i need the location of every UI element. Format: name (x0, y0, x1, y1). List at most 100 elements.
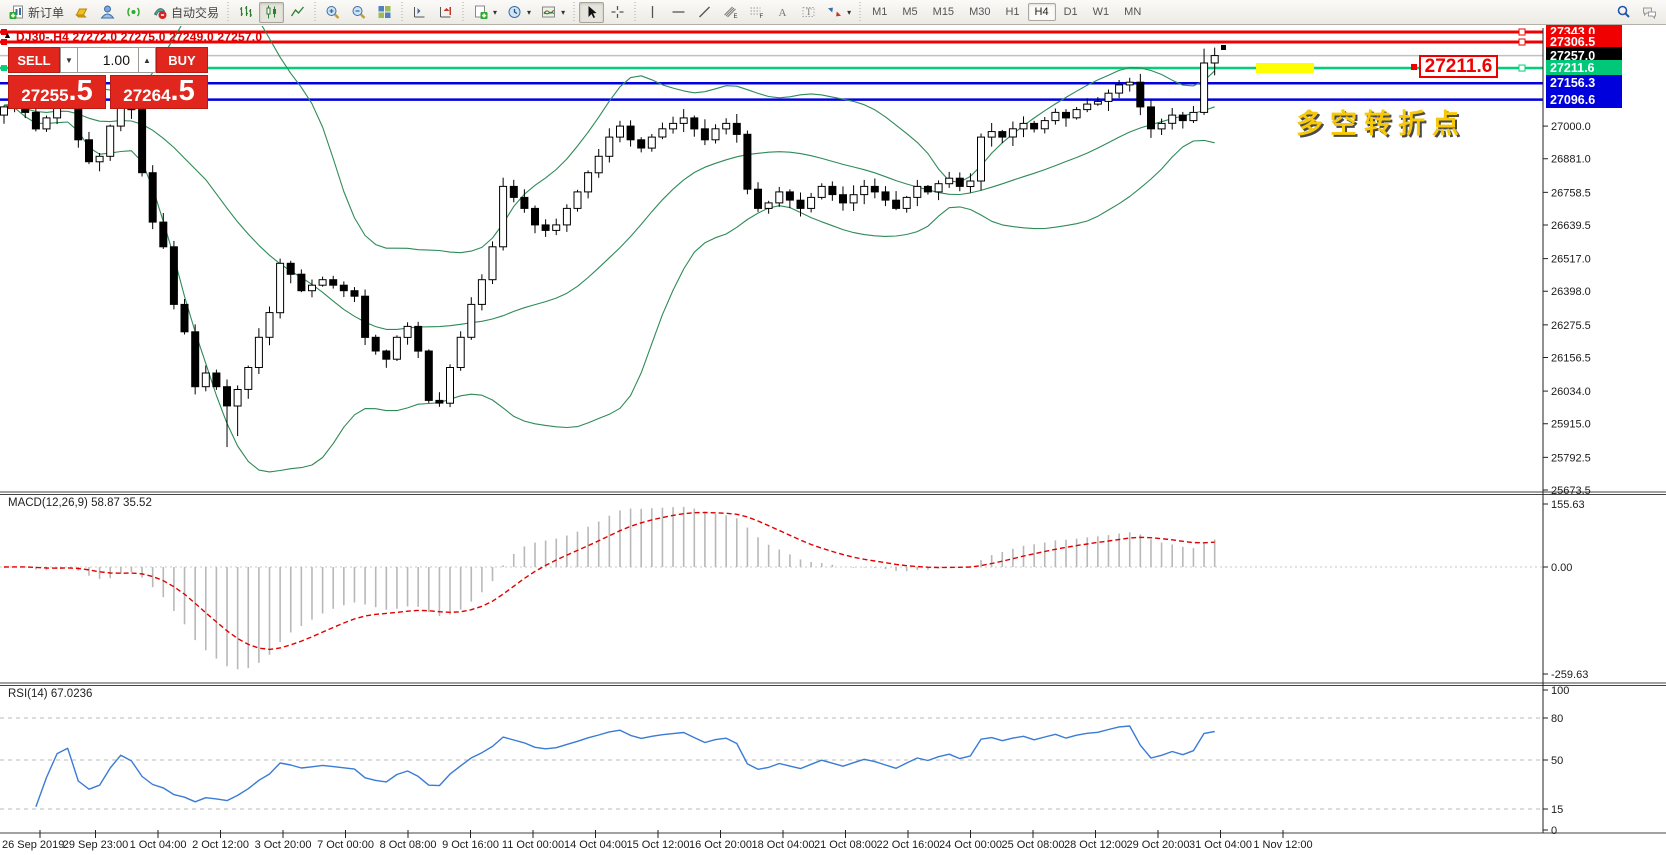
line-handle[interactable] (1, 29, 7, 35)
vline-button[interactable] (640, 2, 665, 23)
volume-input[interactable]: 1.00 (78, 47, 138, 73)
tab-w1[interactable]: W1 (1092, 6, 1110, 18)
tab-m1[interactable]: M1 (872, 6, 888, 18)
candle-body (382, 350, 391, 360)
chinese-note-text: 多空转折点 (1296, 109, 1466, 139)
candle-body (945, 177, 954, 185)
highlight-segment[interactable] (1256, 63, 1314, 73)
candle-body (626, 125, 635, 141)
signals-button[interactable] (121, 2, 146, 23)
candle-body (361, 295, 370, 338)
candle-body (308, 284, 316, 292)
candle-body (955, 177, 964, 187)
tab-m30[interactable]: M30 (969, 6, 991, 18)
line-handle[interactable] (1518, 38, 1526, 46)
main-toolbar: 新订单 自动交易 (0, 0, 1666, 25)
svg-text:26758.5: 26758.5 (1551, 187, 1591, 199)
sell-button[interactable]: SELL (8, 47, 60, 73)
new-chart-button[interactable]: ▾ (468, 2, 501, 23)
tab-d1[interactable]: D1 (1063, 6, 1078, 18)
volume-down-button[interactable]: ▼ (60, 47, 78, 73)
trendline-button[interactable] (692, 2, 717, 23)
candle-body (732, 122, 741, 135)
tab-h1[interactable]: H1 (1005, 6, 1020, 18)
line-handle[interactable] (1, 65, 7, 72)
candle-body (339, 284, 348, 292)
autotrade-label: 自动交易 (171, 5, 220, 20)
candle-body (371, 336, 380, 352)
svg-text:F: F (760, 14, 764, 20)
period-button[interactable]: ▾ (502, 2, 535, 23)
price-chart[interactable]: 27000.0 26881.0 26758.5 26639.5 26517.0 26398… (0, 26, 1666, 855)
search-button[interactable] (1611, 2, 1636, 23)
zoom-in-button[interactable] (320, 2, 345, 23)
price-badge-27096.6: 27096.6 (1546, 91, 1622, 109)
toolbar-separator (314, 2, 317, 22)
sell-price-box[interactable]: 27255.5 (8, 75, 106, 109)
svg-text:0: 0 (1551, 825, 1557, 837)
template-button[interactable]: ▾ (536, 2, 569, 23)
candle-body (562, 207, 571, 226)
candle-body (318, 279, 327, 286)
svg-text:80: 80 (1551, 713, 1563, 725)
arrows-button[interactable]: ▾ (822, 2, 855, 23)
market-button[interactable] (69, 2, 94, 23)
profile-button[interactable] (95, 2, 120, 23)
candle-body (711, 128, 720, 141)
candle-body (934, 183, 943, 193)
svg-text:9 Oct 16:00: 9 Oct 16:00 (442, 839, 499, 851)
svg-text:21 Oct 08:00: 21 Oct 08:00 (814, 839, 877, 851)
line-handle[interactable] (1518, 64, 1526, 72)
new-order-button[interactable]: 新订单 (4, 2, 68, 23)
svg-text:26156.5: 26156.5 (1551, 352, 1591, 364)
bar-chart-button[interactable] (233, 2, 258, 23)
tab-mn[interactable]: MN (1124, 6, 1142, 18)
chat-icon (1643, 7, 1656, 20)
shift-end-button[interactable] (433, 2, 458, 23)
hline-button[interactable] (666, 2, 691, 23)
candle-body (1040, 120, 1049, 130)
price-badge-27211.6: 27211.6 (1546, 59, 1622, 77)
callout-handle[interactable] (1411, 64, 1417, 70)
tab-m15[interactable]: M15 (932, 6, 955, 18)
chat-button[interactable] (1637, 2, 1662, 23)
tab-m5[interactable]: M5 (902, 6, 918, 18)
svg-text:2 Oct 12:00: 2 Oct 12:00 (192, 839, 249, 851)
svg-text:1 Oct 04:00: 1 Oct 04:00 (130, 839, 187, 851)
chart-window[interactable]: 27000.0 26881.0 26758.5 26639.5 26517.0 26398… (0, 23, 1666, 855)
line-handle[interactable] (1518, 28, 1526, 36)
arrange-button[interactable] (407, 2, 432, 23)
one-click-trading-panel: SELL ▼ 1.00 ▲ BUY 27255.5 27264.5 (8, 47, 208, 109)
buy-button[interactable]: BUY (156, 47, 208, 73)
candle-body (700, 128, 709, 141)
bollinger-lower (3, 104, 1215, 473)
channel-button[interactable]: E (718, 2, 743, 23)
line-handle[interactable] (1, 39, 7, 46)
profile-icon (100, 5, 115, 19)
price-callout-box[interactable]: 27211.6 (1419, 55, 1498, 78)
candle-body (1168, 114, 1177, 124)
fibo-button[interactable]: F (744, 2, 769, 23)
crosshair-button[interactable] (605, 2, 630, 23)
svg-text:100: 100 (1551, 685, 1569, 697)
svg-text:RSI(14) 67.0236: RSI(14) 67.0236 (8, 688, 92, 700)
text-button[interactable]: A (770, 2, 795, 23)
candle-body (1200, 62, 1209, 113)
tile-windows-button[interactable] (372, 2, 397, 23)
candle-body (870, 185, 879, 193)
buy-price-box[interactable]: 27264.5 (110, 75, 208, 109)
candle-body (180, 303, 189, 333)
volume-up-button[interactable]: ▲ (138, 47, 156, 73)
tab-h4[interactable]: H4 (1027, 3, 1056, 21)
svg-text:E: E (734, 14, 738, 20)
candle-body (1051, 111, 1060, 122)
autotrade-button[interactable]: 自动交易 (147, 2, 223, 23)
svg-text:25673.5: 25673.5 (1551, 485, 1591, 497)
line-chart-button[interactable] (285, 2, 310, 23)
candle-chart-button[interactable] (259, 1, 285, 23)
cursor-button[interactable] (579, 1, 605, 23)
object-handle[interactable] (1221, 45, 1226, 50)
candle-body (966, 180, 975, 187)
zoom-out-button[interactable] (346, 2, 371, 23)
label-button[interactable]: T (796, 2, 821, 23)
